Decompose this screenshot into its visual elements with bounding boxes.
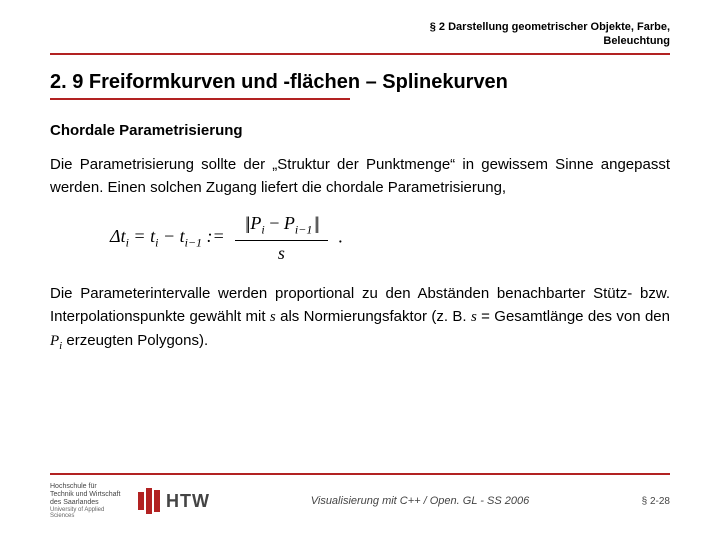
section-underline — [50, 98, 350, 100]
logo-block: Hochschule für Technik und Wirtschaft de… — [50, 483, 210, 520]
formula: Δti = ti − ti−1 := ||Pi − Pi−1|| s . — [110, 213, 670, 264]
section-title: 2. 9 Freiformkurven und -flächen – Splin… — [50, 71, 670, 94]
paragraph-1: Die Parametrisierung sollte der „Struktu… — [50, 153, 670, 200]
footer: Hochschule für Technik und Wirtschaft de… — [50, 473, 670, 520]
chapter-line1: § 2 Darstellung geometrischer Objekte, F… — [430, 21, 670, 33]
footer-rule — [50, 473, 670, 475]
hs-logo-text: Hochschule für Technik und Wirtschaft de… — [50, 483, 128, 520]
chapter-header: § 2 Darstellung geometrischer Objekte, F… — [50, 20, 670, 49]
header-rule — [50, 53, 670, 55]
footer-page: § 2-28 — [630, 496, 670, 507]
htw-logo: HTW — [138, 488, 210, 514]
chapter-line2: Beleuchtung — [603, 35, 670, 47]
paragraph-2: Die Parameterintervalle werden proportio… — [50, 282, 670, 356]
subsection-title: Chordale Parametrisierung — [50, 122, 670, 139]
footer-course: Visualisierung mit C++ / Open. GL - SS 2… — [210, 495, 630, 507]
